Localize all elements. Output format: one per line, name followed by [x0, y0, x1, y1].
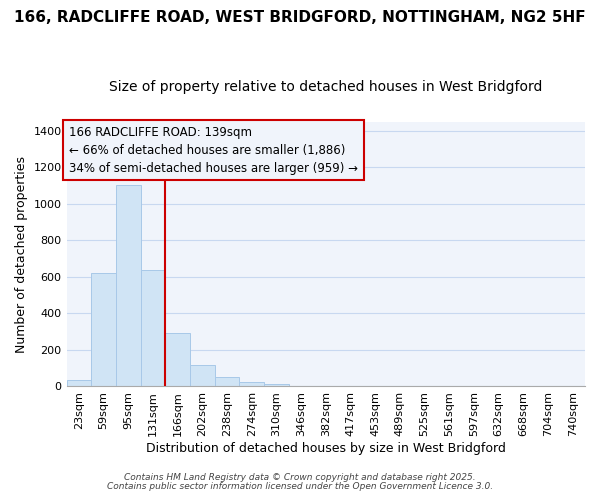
- Bar: [165, 332, 190, 386]
- X-axis label: Distribution of detached houses by size in West Bridgford: Distribution of detached houses by size …: [146, 442, 506, 455]
- Bar: [140, 270, 165, 386]
- Y-axis label: Number of detached properties: Number of detached properties: [15, 156, 28, 352]
- Title: Size of property relative to detached houses in West Bridgford: Size of property relative to detached ho…: [109, 80, 542, 94]
- Bar: [116, 186, 140, 386]
- Bar: [91, 273, 116, 386]
- Bar: [215, 378, 239, 386]
- Text: 166, RADCLIFFE ROAD, WEST BRIDGFORD, NOTTINGHAM, NG2 5HF: 166, RADCLIFFE ROAD, WEST BRIDGFORD, NOT…: [14, 10, 586, 25]
- Bar: [67, 380, 91, 386]
- Text: 166 RADCLIFFE ROAD: 139sqm
← 66% of detached houses are smaller (1,886)
34% of s: 166 RADCLIFFE ROAD: 139sqm ← 66% of deta…: [69, 126, 358, 174]
- Bar: [190, 366, 215, 386]
- Text: Contains HM Land Registry data © Crown copyright and database right 2025.: Contains HM Land Registry data © Crown c…: [124, 474, 476, 482]
- Text: Contains public sector information licensed under the Open Government Licence 3.: Contains public sector information licen…: [107, 482, 493, 491]
- Bar: [239, 382, 264, 386]
- Bar: [264, 384, 289, 386]
